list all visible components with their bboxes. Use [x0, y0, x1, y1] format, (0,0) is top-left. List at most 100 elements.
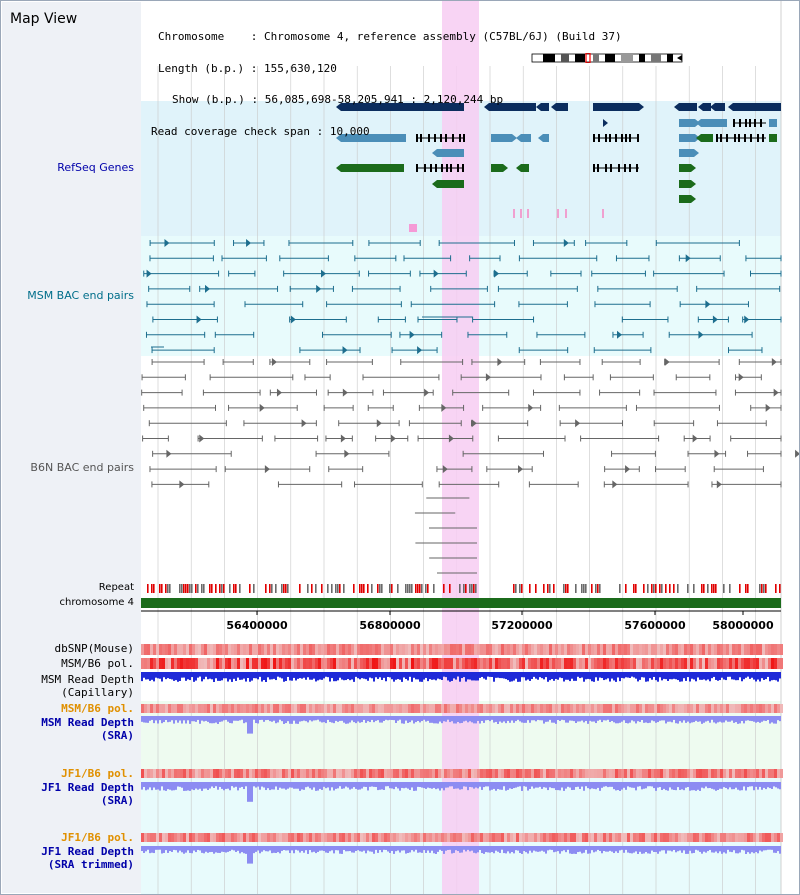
- track-label-jf1-b6-pol-2[interactable]: JF1/B6 pol.: [61, 831, 134, 844]
- heat-cell: [345, 644, 348, 655]
- repeat-mark: [519, 584, 521, 593]
- depth-bar: [711, 846, 713, 853]
- depth-bar: [507, 716, 509, 721]
- track-label-msm-bac[interactable]: MSM BAC end pairs: [27, 289, 134, 302]
- heat-cell: [228, 644, 231, 655]
- depth-bar: [313, 782, 315, 788]
- heat-cell: [471, 704, 474, 713]
- track-label-msm-b6-pol[interactable]: MSM/B6 pol.: [61, 657, 134, 670]
- heat-cell: [210, 833, 213, 842]
- depth-bar: [609, 672, 611, 682]
- heat-cell: [198, 769, 201, 778]
- depth-bar: [391, 672, 393, 680]
- heat-cell: [654, 644, 657, 655]
- heat-cell: [756, 658, 759, 669]
- depth-bar: [651, 846, 653, 851]
- repeat-mark: [515, 584, 517, 593]
- track-label-dbsnp[interactable]: dbSNP(Mouse): [54, 642, 134, 655]
- heat-cell: [594, 769, 597, 778]
- depth-bar: [567, 716, 569, 723]
- depth-bar: [371, 716, 373, 720]
- repeat-mark: [181, 584, 183, 593]
- heat-cell: [489, 644, 492, 655]
- depth-bar: [437, 716, 439, 724]
- depth-bar: [585, 672, 587, 680]
- depth-bar: [215, 672, 217, 679]
- label-line: MSM Read Depth: [41, 716, 134, 729]
- track-label-repeat[interactable]: Repeat: [98, 582, 134, 593]
- depth-bar: [263, 672, 265, 681]
- heat-cell: [318, 658, 321, 669]
- track-label-refseq[interactable]: RefSeq Genes: [57, 161, 134, 174]
- track-label-jf1-depth-sra[interactable]: JF1 Read Depth (SRA): [41, 781, 134, 807]
- depth-bar: [331, 716, 333, 723]
- heat-cell: [690, 833, 693, 842]
- heat-cell: [552, 769, 555, 778]
- heat-cell: [471, 769, 474, 778]
- depth-bar: [345, 846, 347, 852]
- heat-cell: [603, 833, 606, 842]
- heat-cell: [231, 833, 234, 842]
- depth-bar: [451, 716, 453, 722]
- gene-arrow: [512, 134, 517, 142]
- track-label-msm-depth-capillary[interactable]: MSM Read Depth (Capillary): [41, 673, 134, 699]
- heat-cell: [375, 704, 378, 713]
- track-label-b6n-bac[interactable]: B6N BAC end pairs: [30, 461, 134, 474]
- track-label-msm-depth-sra[interactable]: MSM Read Depth (SRA): [41, 716, 134, 742]
- depth-bar: [415, 716, 417, 723]
- depth-bar: [279, 846, 281, 854]
- depth-bar: [433, 846, 435, 854]
- heat-cell: [621, 644, 624, 655]
- heat-cell: [414, 644, 417, 655]
- track-label-jf1-depth-trimmed[interactable]: JF1 Read Depth (SRA trimmed): [41, 845, 134, 871]
- depth-bar: [463, 716, 465, 722]
- depth-bar: [187, 846, 189, 851]
- track-label-msm-b6-pol-2[interactable]: MSM/B6 pol.: [61, 702, 134, 715]
- heat-cell: [576, 644, 579, 655]
- depth-bar: [199, 716, 201, 724]
- depth-bar: [373, 782, 375, 787]
- depth-bar: [367, 716, 369, 722]
- depth-bar: [201, 672, 203, 682]
- repeat-mark: [169, 584, 171, 593]
- depth-bar: [693, 782, 695, 791]
- track-label-chromosome[interactable]: chromosome 4: [59, 597, 134, 608]
- depth-bar: [265, 672, 267, 682]
- repeat-mark: [425, 584, 427, 593]
- depth-bar: [707, 716, 709, 721]
- heat-cell: [666, 704, 669, 713]
- depth-bar: [417, 716, 419, 721]
- bac-end-arrow: [433, 269, 439, 278]
- heat-cell: [636, 644, 639, 655]
- depth-bar: [163, 846, 165, 853]
- depth-bar: [321, 716, 323, 723]
- heat-cell: [150, 704, 153, 713]
- depth-bar: [499, 716, 501, 722]
- depth-bar: [249, 672, 251, 682]
- heat-cell: [756, 644, 759, 655]
- heat-cell: [246, 658, 249, 669]
- heat-cell: [570, 658, 573, 669]
- track-label-jf1-b6-pol[interactable]: JF1/B6 pol.: [61, 767, 134, 780]
- depth-bar: [289, 846, 291, 854]
- depth-bar: [479, 782, 481, 787]
- chromosome-ideogram[interactable]: [531, 53, 683, 63]
- gene-exon: [435, 164, 437, 172]
- heat-cell: [396, 704, 399, 713]
- depth-bar: [539, 716, 541, 721]
- heat-cell: [276, 644, 279, 655]
- heat-cell: [642, 658, 645, 669]
- depth-bar: [417, 846, 419, 853]
- depth-bar: [767, 782, 769, 788]
- heat-cell: [219, 704, 222, 713]
- heat-cell: [402, 704, 405, 713]
- axis-tick-label: 56400000: [226, 619, 288, 632]
- heat-cell: [324, 704, 327, 713]
- heat-cell: [462, 644, 465, 655]
- heat-cell: [474, 704, 477, 713]
- depth-bar: [195, 846, 197, 853]
- depth-bar: [531, 846, 533, 853]
- depth-bar: [777, 782, 779, 789]
- depth-bar: [443, 672, 445, 677]
